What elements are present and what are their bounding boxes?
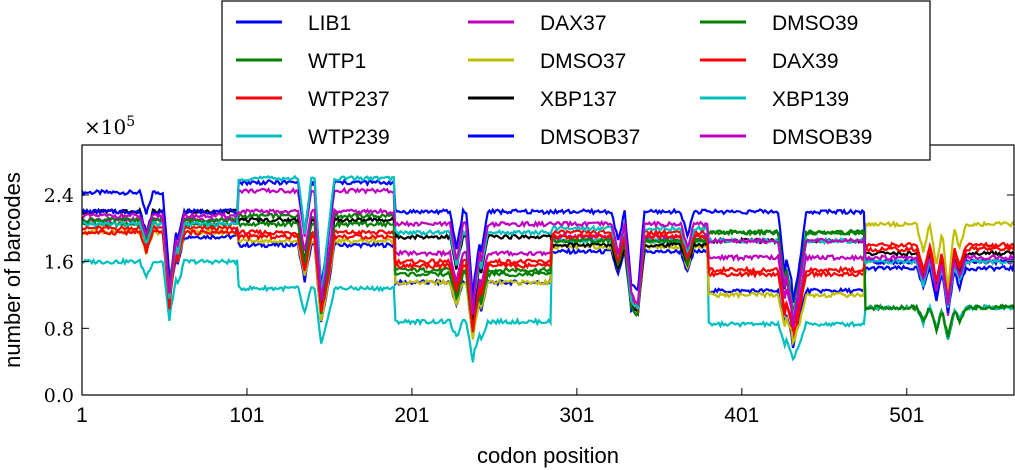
series-line-dmsob37 — [82, 177, 1014, 313]
legend-label-dmso37: DMSO37 — [540, 50, 626, 73]
legend-label-dax39: DAX39 — [772, 50, 839, 73]
series-line-wtp237 — [82, 224, 1014, 342]
legend: LIB1 WTP1 WTP237 WTP239 DAX37 DMSO37 XBP137 DMS… — [221, 0, 931, 161]
series-line-xbp139 — [82, 174, 1014, 320]
legend-label-dmsob37: DMSOB37 — [540, 126, 640, 149]
y-multiplier-exponent: 5 — [126, 114, 135, 130]
legend-label-wtp237: WTP237 — [308, 88, 390, 111]
legend-label-dax37: DAX37 — [540, 12, 607, 35]
y-tick-label: 2.4 — [44, 185, 74, 207]
x-tick-label: 501 — [889, 404, 924, 427]
series-line-dmsob39 — [82, 207, 1014, 328]
x-axis-label: codon position — [477, 443, 619, 468]
legend-label-wtp1: WTP1 — [308, 50, 366, 73]
legend-label-xbp139: XBP139 — [772, 88, 849, 111]
x-tick-label: 1 — [76, 404, 88, 427]
x-tick-label: 101 — [229, 404, 264, 427]
series-line-dax39 — [82, 228, 1014, 333]
legend-label-xbp137: XBP137 — [540, 88, 617, 111]
x-tick-label: 201 — [394, 404, 429, 427]
y-tick-label: 0.0 — [44, 385, 74, 407]
y-tick-label: 0.8 — [44, 318, 74, 340]
legend-label-lib1: LIB1 — [308, 12, 351, 35]
legend-label-wtp239: WTP239 — [308, 126, 390, 149]
series-layer — [82, 174, 1014, 363]
series-line-dmso37 — [82, 220, 1014, 347]
legend-box — [221, 0, 931, 161]
y-multiplier: ×105 — [84, 114, 135, 139]
x-tick-label: 301 — [559, 404, 594, 427]
y-axis-label: number of barcodes — [0, 172, 25, 368]
ticks-layer: 1 101 201 301 401 501 0.0 0.8 1.6 2.4 — [44, 145, 1014, 427]
x-tick-label: 401 — [724, 404, 759, 427]
legend-label-dmso39: DMSO39 — [772, 12, 858, 35]
y-tick-label: 1.6 — [44, 252, 74, 274]
series-line-wtp239 — [82, 235, 1014, 363]
legend-label-dmsob39: DMSOB39 — [772, 126, 872, 149]
